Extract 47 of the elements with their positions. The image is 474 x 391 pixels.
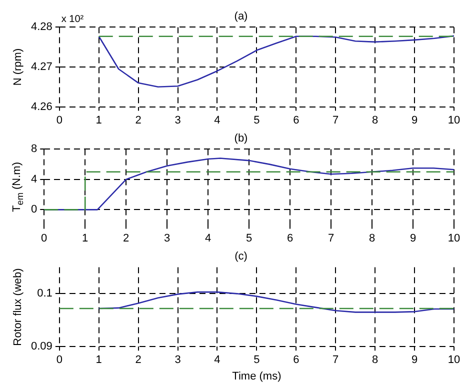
y-tick-label: 4.27 (30, 61, 52, 74)
x-tick-label: 8 (368, 232, 376, 244)
y-tick-label: 4.26 (30, 100, 52, 113)
x-tick-label: 9 (411, 114, 418, 126)
x-tick-label: 0 (56, 114, 62, 126)
x-tick-label: 3 (174, 114, 181, 126)
chart-title: (b) (234, 132, 248, 145)
y-axis-title: Rotor flux (web) (12, 268, 24, 346)
x-tick-label: 0 (56, 354, 62, 366)
y-tick-label: 0 (30, 204, 38, 216)
x-tick-label: 3 (174, 354, 181, 366)
text: x 10² (61, 14, 84, 26)
x-tick-label: 9 (410, 232, 416, 244)
x-tick-label: 4 (205, 232, 212, 244)
x-tick-label: 10 (448, 114, 460, 126)
x-tick-label: 9 (411, 354, 418, 366)
x-tick-label: 8 (372, 114, 378, 126)
x-tick-label: 8 (372, 354, 378, 366)
chart-title: (a) (234, 10, 248, 23)
y-tick-label: 0.09 (30, 340, 52, 353)
y-tick-label: 4.28 (30, 21, 52, 34)
x-tick-label: 2 (135, 354, 142, 366)
x-tick-label: 10 (448, 354, 460, 366)
x-tick-label: 4 (214, 354, 220, 366)
x-axis-title: Time (ms) (232, 370, 282, 382)
x-tick-label: 1 (96, 354, 102, 366)
x-tick-label: 4 (214, 114, 220, 126)
chart-title: (c) (234, 250, 248, 263)
y-tick-label: 4 (30, 173, 38, 186)
x-tick-label: 5 (254, 354, 260, 366)
x-tick-label: 7 (332, 354, 339, 366)
x-tick-label: 7 (332, 114, 339, 126)
x-tick-label: 5 (246, 232, 252, 244)
x-tick-label: 7 (328, 232, 334, 244)
x-tick-label: 1 (82, 232, 88, 244)
x-tick-label: 5 (254, 114, 260, 126)
x-tick-label: 6 (293, 354, 300, 366)
y-tick-label: 0.1 (37, 288, 52, 300)
x-tick-label: 1 (96, 114, 102, 126)
x-tick-label: 2 (135, 114, 142, 126)
x-tick-label: 3 (164, 232, 170, 244)
x-tick-label: 2 (123, 232, 130, 244)
x-tick-label: 6 (293, 114, 300, 126)
y-tick-label: 8 (30, 143, 38, 156)
x-tick-label: 10 (448, 232, 460, 244)
y-axis-title: N (rpm) (12, 48, 24, 86)
x-tick-label: 6 (286, 232, 294, 244)
